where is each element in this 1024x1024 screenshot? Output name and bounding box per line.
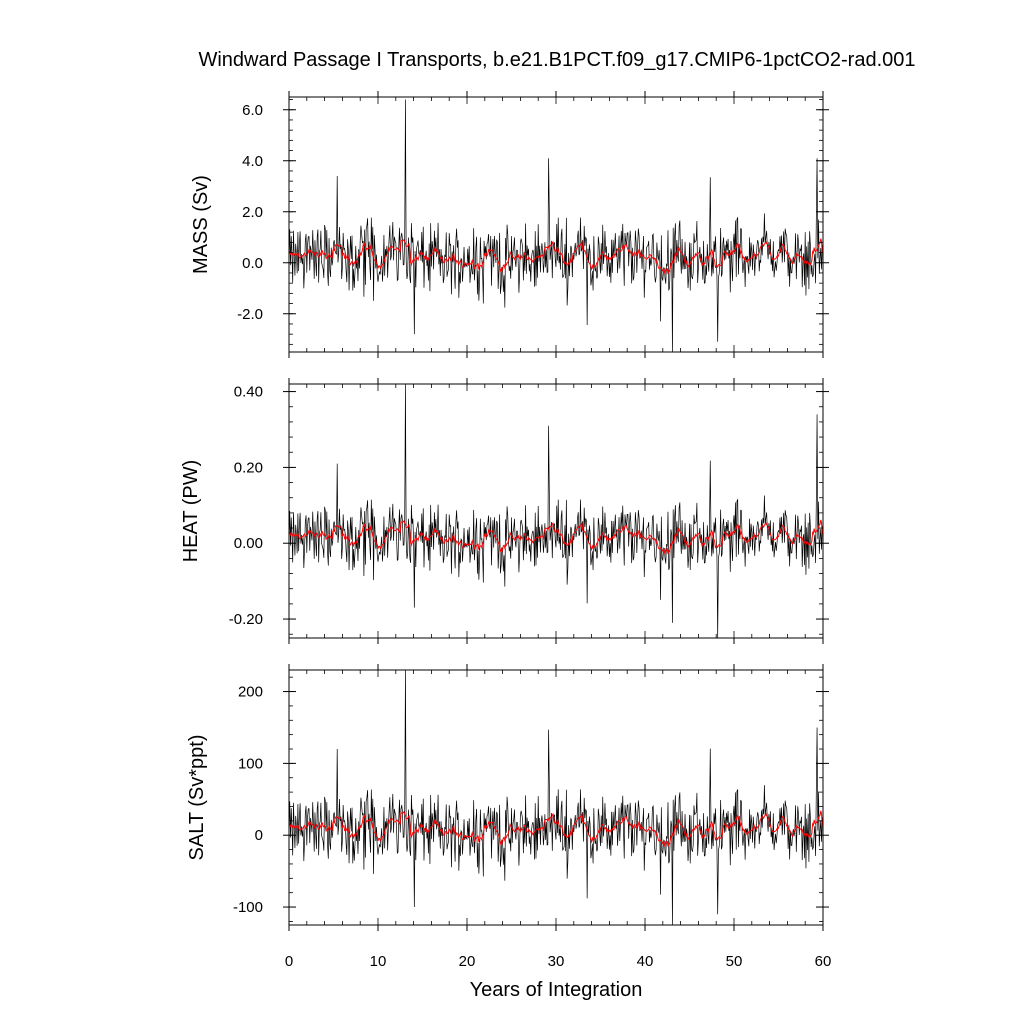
monthly-series-salt bbox=[289, 670, 823, 925]
y-tick-label: 6.0 bbox=[242, 102, 263, 119]
y-tick-label: 0.00 bbox=[234, 535, 263, 552]
x-tick-label: 50 bbox=[726, 953, 743, 970]
y-tick-label: -0.20 bbox=[229, 611, 263, 628]
y-tick-label: 2.0 bbox=[242, 204, 263, 221]
x-tick-label: 30 bbox=[548, 953, 565, 970]
y-tick-label: 0 bbox=[255, 827, 263, 844]
x-axis-label: Years of Integration bbox=[470, 979, 643, 1001]
y-axis-label-mass: MASS (Sv) bbox=[190, 175, 212, 274]
plot-frame-mass bbox=[288, 96, 824, 353]
panel-mass: -2.0 0.0 2.0 4.0 6.0 MASS (Sv) bbox=[190, 91, 829, 358]
x-tick-label: 40 bbox=[637, 953, 654, 970]
monthly-series-heat bbox=[289, 384, 823, 638]
x-tick-label: 20 bbox=[459, 953, 476, 970]
y-tick-label: 4.0 bbox=[242, 153, 263, 170]
chart-title: Windward Passage I Transports, b.e21.B1P… bbox=[198, 49, 915, 71]
y-axis-label-heat: HEAT (PW) bbox=[180, 460, 202, 563]
y-tick-label: 0.20 bbox=[234, 459, 263, 476]
x-tick-label: 0 bbox=[285, 953, 293, 970]
monthly-series-mass bbox=[289, 99, 823, 352]
panel-heat: -0.20 0.00 0.20 0.40 HEAT (PW) bbox=[180, 378, 829, 644]
smoothed-series-heat bbox=[289, 519, 823, 556]
y-tick-label: 0.0 bbox=[242, 255, 263, 272]
y-tick-label: -100 bbox=[233, 899, 263, 916]
y-tick-label: 200 bbox=[238, 684, 263, 701]
y-axis-label-salt: SALT (Sv*ppt) bbox=[186, 735, 208, 861]
x-tick-label: 10 bbox=[370, 953, 387, 970]
y-tick-label: 100 bbox=[238, 755, 263, 772]
smoothed-series-mass bbox=[289, 238, 823, 276]
plot-frame-salt bbox=[288, 669, 824, 926]
plot-frame-heat bbox=[288, 383, 824, 639]
x-tick-label: 60 bbox=[815, 953, 832, 970]
panel-salt: -100 0 100 200 SALT (Sv*ppt) bbox=[186, 664, 829, 931]
y-tick-label: 0.40 bbox=[234, 384, 263, 401]
y-tick-label: -2.0 bbox=[237, 306, 263, 323]
smoothed-series-salt bbox=[289, 810, 823, 848]
